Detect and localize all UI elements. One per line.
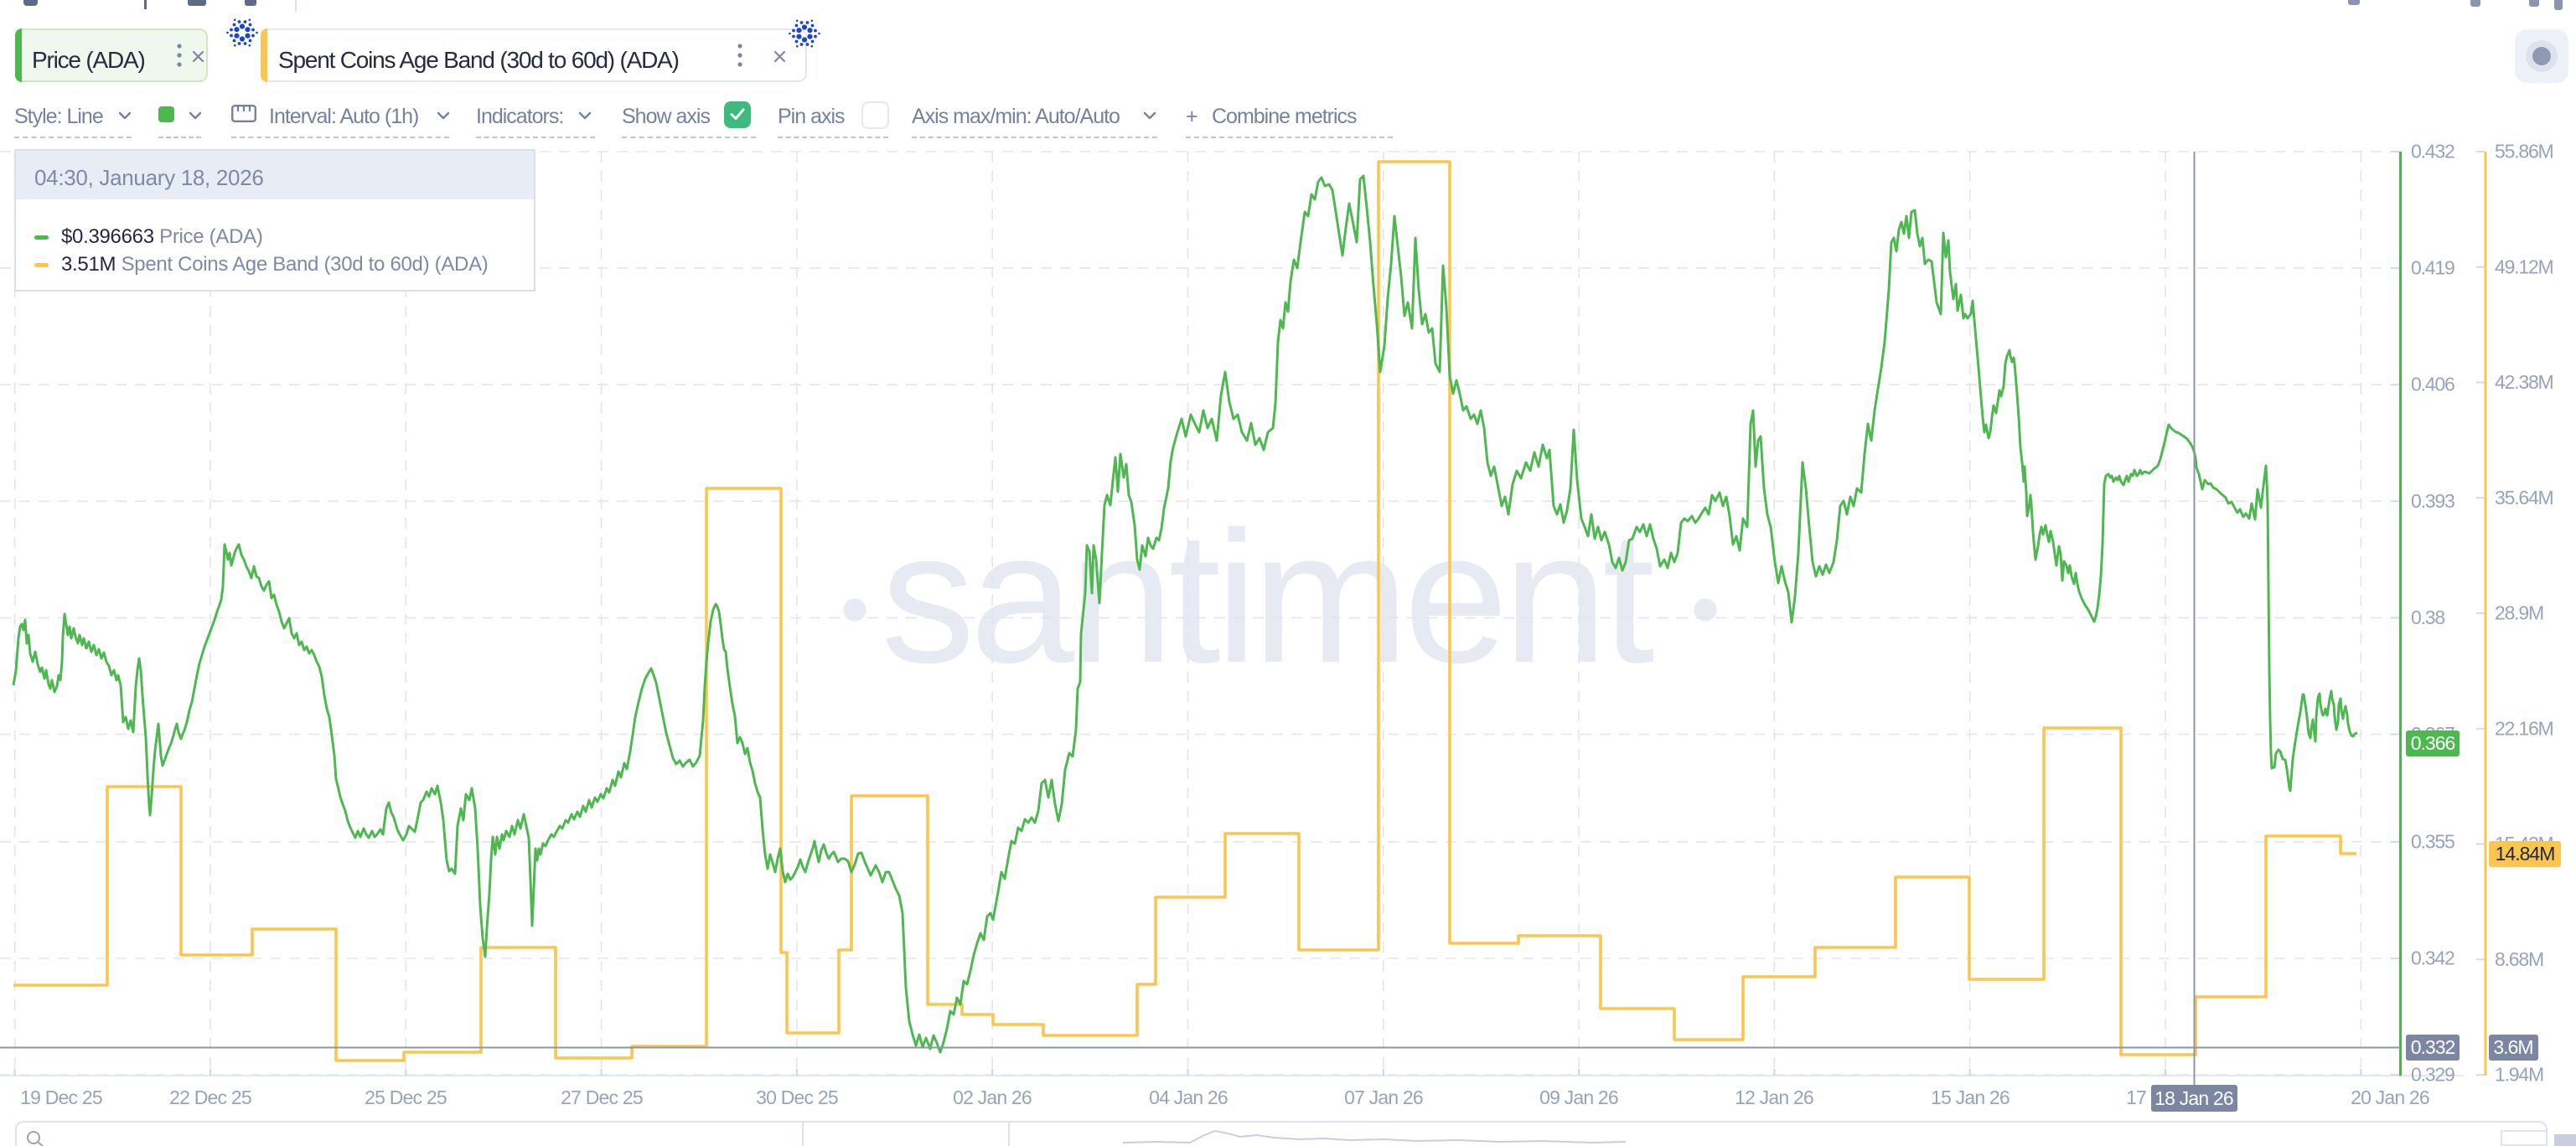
svg-text:0.406: 0.406 (2411, 374, 2454, 395)
svg-text:19 Dec 25: 19 Dec 25 (20, 1087, 102, 1108)
svg-text:14.84M: 14.84M (2496, 843, 2555, 865)
svg-text:3.6M: 3.6M (2493, 1036, 2532, 1058)
svg-text:0.366: 0.366 (2411, 732, 2455, 754)
svg-text:0.329: 0.329 (2411, 1064, 2454, 1086)
svg-text:8.68M: 8.68M (2495, 948, 2543, 970)
svg-text:0.355: 0.355 (2411, 830, 2454, 852)
svg-text:28.9M: 28.9M (2495, 602, 2543, 624)
svg-text:0.38: 0.38 (2411, 607, 2444, 628)
svg-text:18 Jan 26: 18 Jan 26 (2154, 1087, 2233, 1109)
svg-text:07 Jan 26: 07 Jan 26 (1344, 1087, 1423, 1108)
svg-text:0.419: 0.419 (2411, 257, 2454, 279)
svg-text:12 Jan 26: 12 Jan 26 (1735, 1087, 1813, 1108)
svg-text:42.38M: 42.38M (2495, 371, 2553, 393)
svg-text:santiment: santiment (881, 493, 1653, 702)
svg-text:0.432: 0.432 (2411, 141, 2454, 163)
svg-text:04 Jan 26: 04 Jan 26 (1149, 1087, 1228, 1108)
svg-text:35.64M: 35.64M (2495, 487, 2553, 508)
svg-text:49.12M: 49.12M (2495, 256, 2553, 277)
svg-text:30 Dec 25: 30 Dec 25 (756, 1087, 838, 1108)
svg-text:1.94M: 1.94M (2495, 1064, 2543, 1086)
svg-text:20 Jan 26: 20 Jan 26 (2351, 1087, 2429, 1108)
svg-text:15 Jan 26: 15 Jan 26 (1931, 1087, 2010, 1108)
svg-text:02 Jan 26: 02 Jan 26 (953, 1087, 1032, 1108)
svg-text:09 Jan 26: 09 Jan 26 (1539, 1087, 1618, 1108)
svg-text:0.332: 0.332 (2411, 1036, 2455, 1058)
svg-text:55.86M: 55.86M (2495, 141, 2553, 163)
svg-text:27 Dec 25: 27 Dec 25 (561, 1087, 643, 1108)
svg-text:22.16M: 22.16M (2495, 717, 2553, 739)
svg-text:0.342: 0.342 (2411, 947, 2454, 969)
svg-text:22 Dec 25: 22 Dec 25 (169, 1087, 251, 1108)
svg-text:0.393: 0.393 (2411, 490, 2454, 512)
svg-text:25 Dec 25: 25 Dec 25 (365, 1087, 447, 1108)
